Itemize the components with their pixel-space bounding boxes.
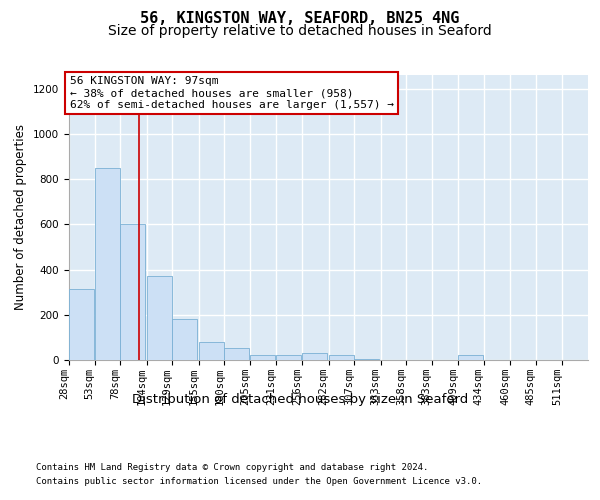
Text: Size of property relative to detached houses in Seaford: Size of property relative to detached ho… [108, 24, 492, 38]
Text: 56, KINGSTON WAY, SEAFORD, BN25 4NG: 56, KINGSTON WAY, SEAFORD, BN25 4NG [140, 11, 460, 26]
Bar [329, 356, 353, 360]
Text: Distribution of detached houses by size in Seaford: Distribution of detached houses by size … [132, 392, 468, 406]
Bar [146, 276, 172, 360]
Bar [277, 356, 301, 360]
Text: Contains HM Land Registry data © Crown copyright and database right 2024.: Contains HM Land Registry data © Crown c… [36, 464, 428, 472]
Text: Contains public sector information licensed under the Open Government Licence v3: Contains public sector information licen… [36, 477, 482, 486]
Bar [95, 168, 119, 360]
Y-axis label: Number of detached properties: Number of detached properties [14, 124, 28, 310]
Bar [120, 224, 145, 360]
Bar [250, 356, 275, 360]
Text: 56 KINGSTON WAY: 97sqm
← 38% of detached houses are smaller (958)
62% of semi-de: 56 KINGSTON WAY: 97sqm ← 38% of detached… [70, 76, 394, 110]
Bar [354, 359, 379, 360]
Bar [458, 356, 483, 360]
Bar [224, 348, 250, 360]
Bar [172, 320, 197, 360]
Bar [199, 342, 224, 360]
Bar [302, 353, 327, 360]
Bar [69, 289, 94, 360]
